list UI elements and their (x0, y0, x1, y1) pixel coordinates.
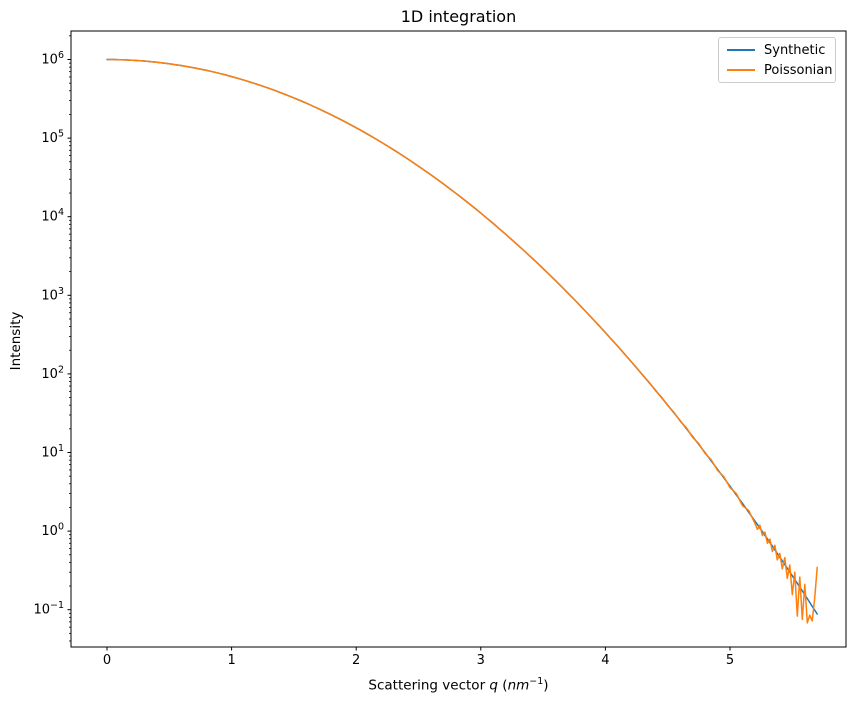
x-tick-label: 4 (601, 653, 609, 668)
x-tick-label: 0 (103, 653, 111, 668)
x-axis-label: Scattering vector q (nm−1) (71, 676, 846, 694)
x-tick-label: 3 (477, 653, 485, 668)
legend-item-synthetic: Synthetic (727, 44, 829, 57)
y-tick-label: 106 (41, 50, 64, 68)
x-axis-label-prefix: Scattering vector (368, 677, 490, 694)
x-axis-label-open: ( (498, 677, 508, 694)
y-tick-label: 103 (41, 286, 64, 304)
chart-title: 1D integration (400, 7, 517, 26)
y-tick-label: 10−1 (33, 600, 64, 618)
x-axis-label-unit: nm (507, 677, 530, 694)
legend-line-sample-synthetic (727, 49, 755, 51)
x-tick-label: 5 (726, 653, 734, 668)
y-tick-label: 104 (41, 207, 64, 225)
y-tick-label: 100 (41, 522, 64, 540)
legend-label-poissonian: Poissonian (764, 62, 833, 78)
y-tick-label: 105 (41, 129, 64, 147)
x-axis-label-exponent: −1 (529, 676, 544, 687)
series-line-synthetic (106, 58, 818, 615)
axes-spines (70, 30, 847, 648)
y-tick-label: 102 (41, 364, 64, 382)
x-axis-label-close: ) (543, 677, 549, 694)
legend-line-sample-poissonian (727, 69, 755, 71)
x-tick-label: 1 (227, 653, 235, 668)
x-tick-label: 2 (352, 653, 360, 668)
legend-label-synthetic: Synthetic (764, 42, 826, 58)
series-line-poissonian (106, 58, 818, 624)
x-axis-label-q: q (489, 677, 498, 694)
y-tick-label: 101 (41, 443, 64, 461)
legend: Synthetic Poissonian (718, 37, 836, 83)
legend-item-poissonian: Poissonian (727, 64, 833, 77)
